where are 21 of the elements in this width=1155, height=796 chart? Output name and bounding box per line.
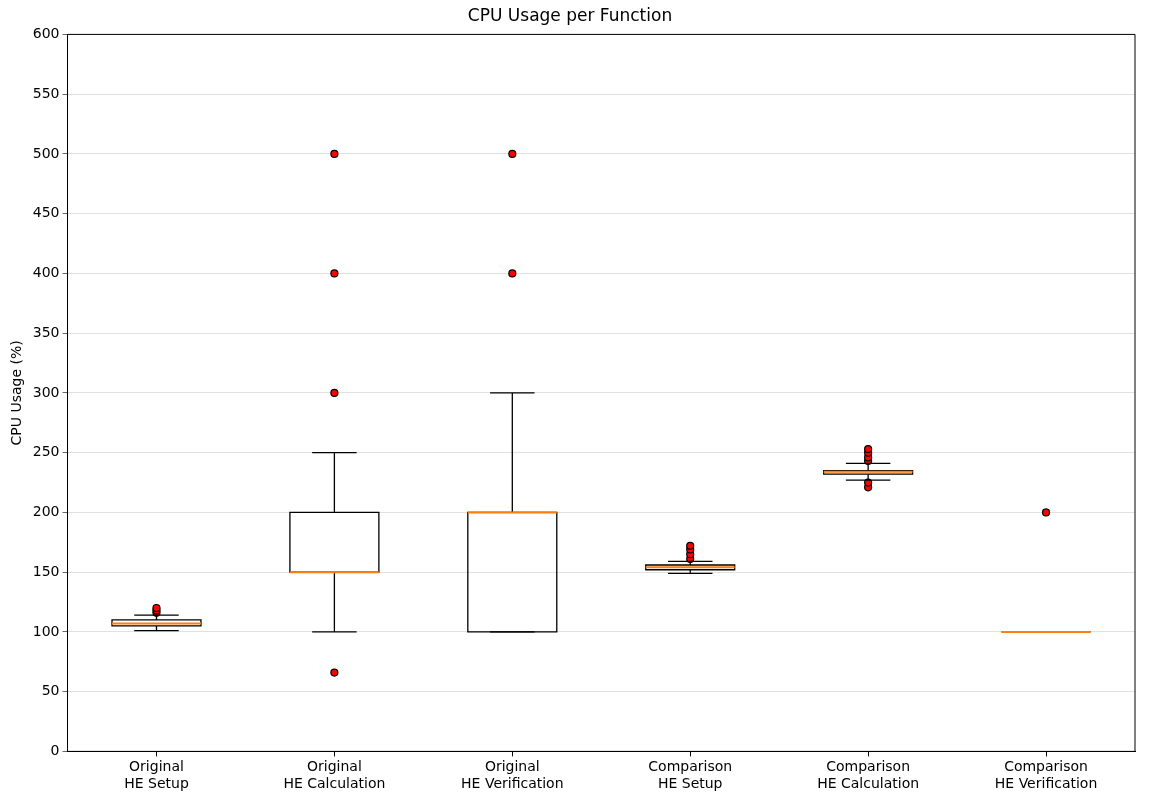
y-tick-label: 400 [32, 264, 60, 281]
x-tick-label: Comparison HE Setup [648, 758, 733, 792]
y-tick-label: 300 [32, 383, 60, 400]
x-tick-label: Comparison HE Verification [994, 758, 1098, 792]
y-tick-label: 500 [32, 144, 60, 161]
x-tick-label: Original HE Calculation [283, 758, 386, 792]
y-tick-label: 250 [32, 443, 60, 460]
y-tick-label: 350 [32, 323, 60, 340]
y-tick-label: 550 [32, 84, 60, 101]
y-tick-label: 0 [50, 742, 60, 759]
y-axis-title: CPU Usage (%) [8, 340, 25, 446]
x-tick-label: Comparison HE Calculation [817, 758, 920, 792]
y-tick-label: 200 [32, 503, 60, 520]
x-tick-label: Original HE Setup [124, 758, 189, 792]
x-tick-label: Original HE Verification [461, 758, 564, 792]
y-tick-label: 100 [32, 622, 60, 639]
chart-title: CPU Usage per Function [467, 4, 673, 25]
y-tick-label: 450 [32, 204, 60, 221]
y-tick-label: 50 [41, 682, 60, 699]
y-tick-label: 150 [32, 562, 60, 579]
y-tick-label: 600 [32, 25, 60, 42]
